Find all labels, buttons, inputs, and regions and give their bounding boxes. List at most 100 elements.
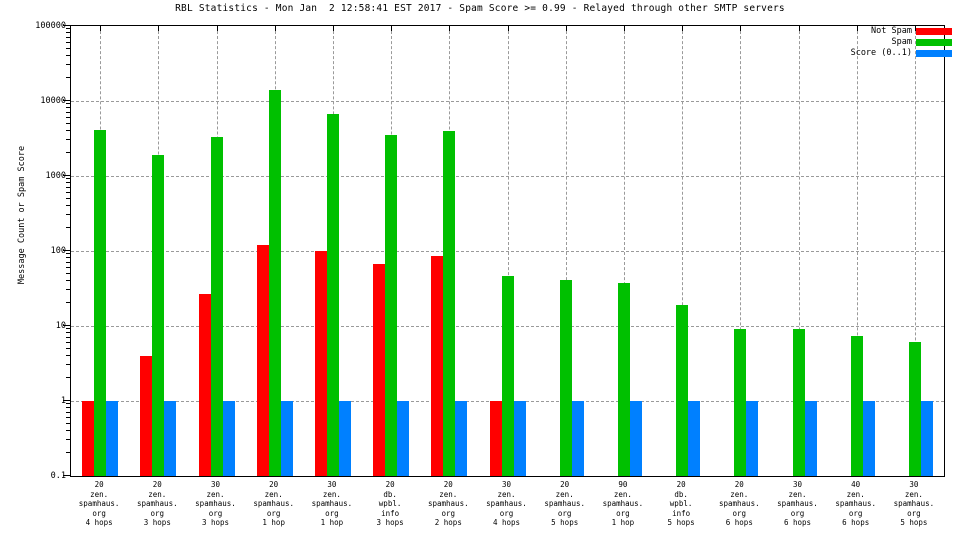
bar-not-spam — [431, 256, 444, 476]
y-axis-minor-tick — [66, 336, 70, 338]
y-axis-tick-label: 1000 — [45, 171, 66, 181]
legend-swatch-not-spam — [916, 27, 952, 35]
legend-swatch-score — [916, 49, 952, 57]
x-axis-tick-label: 30 zen. spamhaus. org 5 hops — [893, 480, 935, 528]
y-axis-minor-tick — [66, 439, 70, 441]
x-axis-tick-label: 20 zen. spamhaus. org 4 hops — [78, 480, 120, 528]
y-axis-minor-tick — [66, 266, 70, 268]
gridline-vertical — [565, 26, 567, 476]
y-axis-minor-tick — [66, 416, 70, 418]
bar-not-spam — [489, 401, 502, 476]
y-axis-minor-tick — [66, 302, 70, 304]
y-axis-minor-tick — [66, 36, 70, 38]
x-axis-tick-top — [216, 26, 218, 31]
bar-spam — [734, 329, 747, 476]
y-axis-tick — [63, 100, 70, 101]
y-axis-minor-tick — [66, 272, 70, 274]
y-axis-minor-tick — [66, 422, 70, 424]
x-axis-tick-top — [565, 26, 567, 31]
gridline-vertical — [623, 26, 625, 476]
y-axis-title: Message Count or Spam Score — [17, 145, 27, 285]
bar-score — [280, 401, 293, 476]
y-axis-minor-tick — [66, 77, 70, 79]
bar-spam — [268, 90, 281, 476]
y-axis-minor-tick — [66, 411, 70, 413]
x-axis-tick-label: 30 zen. spamhaus. org 4 hops — [486, 480, 527, 528]
legend-label-score: Score (0..1) — [850, 48, 912, 58]
bar-spam — [385, 135, 398, 476]
y-axis-minor-tick — [66, 407, 70, 409]
bar-score — [629, 401, 642, 476]
y-axis-minor-tick — [66, 253, 70, 255]
y-axis-minor-tick — [66, 364, 70, 366]
y-axis-labels: 0.1 1 10 100 1000 10000 100000 — [0, 0, 70, 540]
y-axis-minor-tick — [66, 186, 70, 188]
bar-score — [222, 401, 235, 476]
y-axis-minor-tick — [66, 403, 70, 405]
y-axis-minor-tick — [66, 261, 70, 263]
bar-score — [338, 401, 351, 476]
gridline-vertical — [856, 26, 858, 476]
x-axis-tick-top — [856, 26, 858, 31]
y-axis-tick — [63, 325, 70, 326]
y-axis-tick-label: 0.1 — [50, 471, 66, 481]
bar-score — [455, 401, 468, 476]
y-axis-tick — [63, 475, 70, 476]
y-axis-minor-tick — [66, 152, 70, 154]
x-axis-tick-label: 20 db. wpbl. info 3 hops — [376, 480, 404, 528]
x-axis-tick-label: 20 db. wpbl. info 5 hops — [667, 480, 695, 528]
bar-score — [746, 401, 759, 476]
y-axis-tick-label: 10000 — [40, 96, 66, 106]
y-axis-minor-tick — [66, 354, 70, 356]
x-axis-tick-top — [100, 26, 102, 31]
y-axis-minor-tick — [66, 347, 70, 349]
bar-spam — [501, 276, 514, 476]
y-axis-minor-tick — [66, 107, 70, 109]
y-axis-minor-tick — [66, 191, 70, 193]
y-axis-tick-label: 10 — [55, 321, 66, 331]
legend-item-not-spam: Not Spam — [804, 26, 952, 36]
bar-not-spam — [256, 245, 269, 476]
y-axis-tick — [63, 175, 70, 176]
y-axis-minor-tick — [66, 47, 70, 49]
x-axis-tick-top — [798, 26, 800, 31]
x-axis-tick-top — [507, 26, 509, 31]
gridline-vertical — [740, 26, 742, 476]
x-axis-tick-label: 40 zen. spamhaus. org 6 hops — [835, 480, 876, 528]
y-axis-minor-tick — [66, 178, 70, 180]
x-axis-tick-top — [914, 26, 916, 31]
y-axis-minor-tick — [66, 214, 70, 216]
bar-score — [804, 401, 817, 476]
gridline-vertical — [507, 26, 509, 476]
bar-spam — [792, 329, 805, 476]
bar-score — [513, 401, 526, 476]
bar-spam — [326, 114, 339, 476]
y-axis-minor-tick — [66, 289, 70, 291]
x-axis-tick-top — [391, 26, 393, 31]
x-axis-tick-top — [158, 26, 160, 31]
bar-not-spam — [140, 355, 153, 476]
y-axis-tick — [63, 400, 70, 401]
bar-spam — [559, 280, 572, 476]
bar-spam — [443, 130, 456, 476]
y-axis-minor-tick — [66, 204, 70, 206]
bar-spam — [908, 341, 921, 476]
x-axis-tick-top — [740, 26, 742, 31]
bar-spam — [850, 336, 863, 476]
chart-title: RBL Statistics - Mon Jan 2 12:58:41 EST … — [175, 3, 785, 14]
gridline-vertical — [914, 26, 916, 476]
x-axis-tick-label: 90 zen. spamhaus. org 1 hop — [602, 480, 644, 528]
legend-swatch-spam — [916, 38, 952, 46]
gridline-vertical — [682, 26, 684, 476]
y-axis-minor-tick — [66, 341, 70, 343]
x-axis-tick-label: 20 zen. spamhaus. org 5 hops — [544, 480, 585, 528]
x-axis-tick-top — [274, 26, 276, 31]
bar-score — [920, 401, 933, 476]
x-axis-tick-label: 30 zen. spamhaus. org 3 hops — [195, 480, 236, 528]
y-axis-tick — [63, 25, 70, 26]
y-axis-minor-tick — [66, 41, 70, 43]
y-axis-tick-label: 100000 — [35, 21, 66, 31]
y-axis-minor-tick — [66, 32, 70, 34]
legend-label-not-spam: Not Spam — [871, 26, 912, 36]
y-axis-minor-tick — [66, 116, 70, 118]
